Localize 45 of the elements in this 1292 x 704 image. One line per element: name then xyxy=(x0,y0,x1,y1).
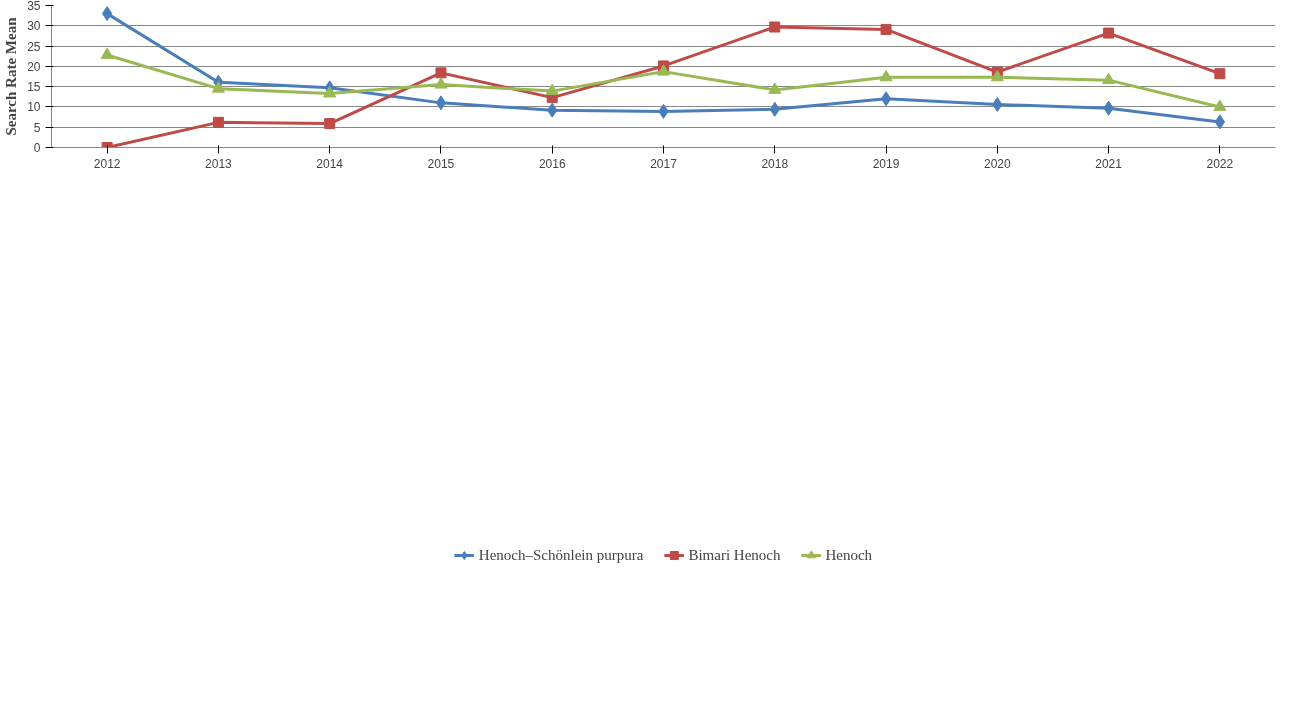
point xyxy=(769,21,781,33)
x-tick-label: 2019 xyxy=(872,156,900,171)
point xyxy=(768,82,782,94)
x-tick-label: 2015 xyxy=(427,156,455,171)
y-tick-label: 15 xyxy=(27,80,41,95)
x-tick-label: 2014 xyxy=(316,156,344,171)
legend-label: Henoch xyxy=(825,546,873,564)
point xyxy=(435,67,447,79)
x-tick-label: 2013 xyxy=(205,156,233,171)
point xyxy=(879,69,893,82)
x-tick-label: 2012 xyxy=(93,156,121,171)
x-tick-label: 2020 xyxy=(983,156,1011,171)
x-tick-label: 2021 xyxy=(1095,156,1123,171)
x-tick-label: 2017 xyxy=(650,156,678,171)
point xyxy=(1214,68,1226,80)
y-tick-label: 0 xyxy=(33,141,41,155)
y-tick-label: 30 xyxy=(27,19,41,34)
x-tick-label: 2016 xyxy=(538,156,566,171)
point xyxy=(101,6,113,22)
y-tick-label: 25 xyxy=(27,39,41,54)
y-tick-label: 10 xyxy=(27,100,41,115)
legend-label: Bimari Henoch xyxy=(688,546,781,564)
point xyxy=(212,116,224,128)
point xyxy=(211,81,225,93)
point xyxy=(990,69,1004,82)
point xyxy=(545,83,559,96)
y-tick-label: 35 xyxy=(27,0,41,13)
point xyxy=(1214,114,1226,130)
y-axis-title: Search Rate Mean xyxy=(3,16,20,136)
point xyxy=(880,23,892,35)
point xyxy=(880,91,892,107)
point xyxy=(323,86,337,98)
point xyxy=(1103,27,1115,39)
x-tick-label: 2022 xyxy=(1206,156,1234,171)
point xyxy=(435,95,447,111)
point xyxy=(324,118,336,130)
x-tick-label: 2018 xyxy=(761,156,789,171)
point xyxy=(1102,72,1116,85)
point xyxy=(657,64,670,76)
point xyxy=(434,77,448,89)
y-tick-label: 5 xyxy=(33,120,41,135)
point xyxy=(100,47,114,59)
legend-label: Henoch–Schönlein purpura xyxy=(478,546,644,564)
point xyxy=(1213,99,1227,111)
y-tick-label: 20 xyxy=(27,59,41,74)
